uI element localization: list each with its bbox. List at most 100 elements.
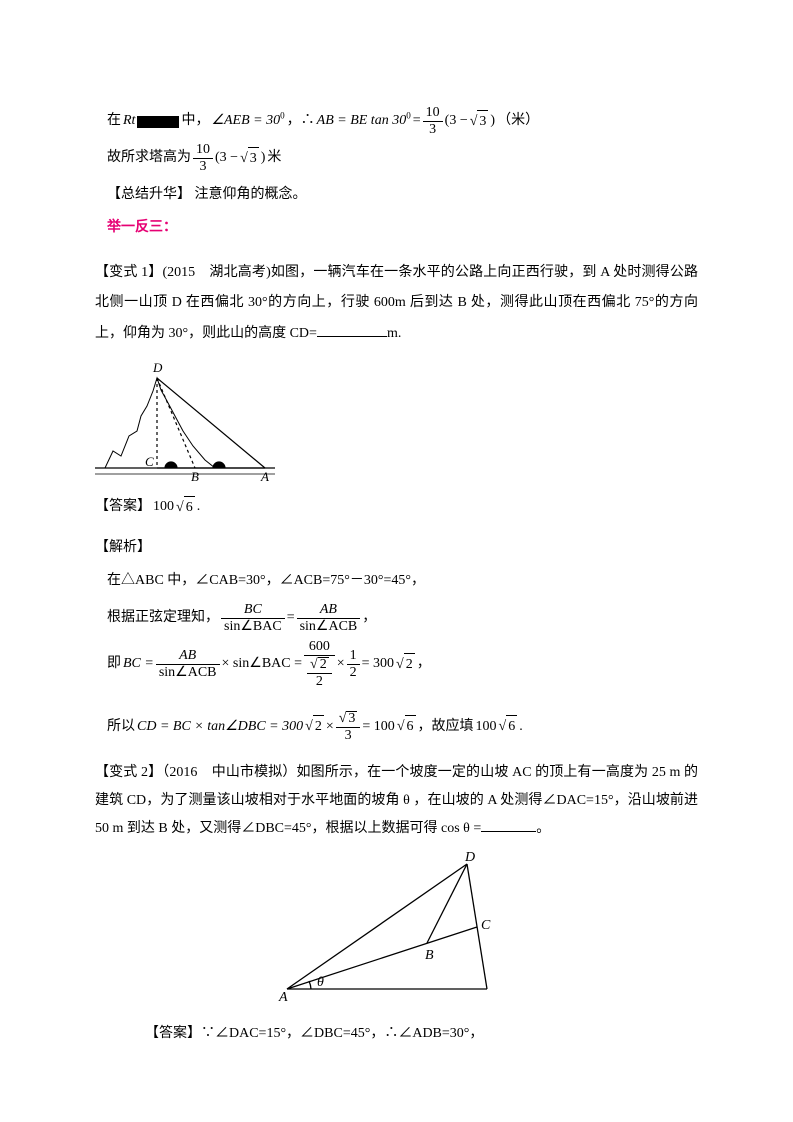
numerator: 1	[347, 649, 360, 665]
analysis-label: 【解析】	[95, 540, 151, 555]
text: × sin∠BAC =	[222, 656, 302, 671]
analysis-label-line: 【解析】	[95, 533, 698, 564]
text: 中，	[181, 110, 209, 132]
nested-den: 2	[307, 674, 332, 689]
text: 即	[107, 653, 121, 675]
label-B: B	[191, 469, 199, 484]
summary-label: 【总结升华】	[107, 187, 191, 202]
variant-1-unit: m.	[387, 326, 401, 341]
variant-1-label: 【变式 1】	[95, 265, 162, 280]
summary-line: 【总结升华】 注意仰角的概念。	[95, 180, 698, 211]
radicand: 3	[477, 110, 488, 133]
radicand: 2	[404, 653, 415, 676]
spacer	[95, 749, 698, 757]
equation-line-1: 在 Rt 中， ∠AEB = 300 ，∴ AB = BE tan 300 = …	[95, 106, 698, 137]
eq: CD = BC × tan∠DBC = 300	[137, 716, 303, 738]
variant-2-block: 【变式 2】（2016 中山市模拟）如图所示，在一个坡度一定的山坡 AC 的顶上…	[95, 759, 698, 843]
denominator: sin∠ACB	[297, 619, 361, 634]
variant-1-source: (2015 湖北高考)	[162, 265, 270, 280]
label-A: A	[260, 469, 269, 484]
analysis-step-4: 所以 CD = BC × tan∠DBC = 300 √2 × √3 3 = 1…	[95, 711, 698, 743]
fill-blank	[317, 322, 387, 337]
numerator: 10	[193, 143, 213, 159]
paren-r: )	[261, 147, 266, 169]
label-C: C	[145, 454, 154, 469]
numerator: BC	[221, 603, 285, 619]
eq: = 300	[362, 653, 394, 675]
variant-2-source: （2016 中山市模拟）	[162, 765, 296, 780]
lhs: BC =	[123, 653, 154, 675]
spacer	[95, 695, 698, 705]
mountain-figure: D C B A	[95, 356, 698, 486]
denominator: √2 2	[304, 656, 335, 689]
text: 根据正弦定理知，	[107, 607, 219, 629]
spacer	[95, 246, 698, 256]
radicand: 6	[184, 496, 195, 519]
answer-1-sqrt: √6	[176, 496, 195, 519]
eq-sign: =	[413, 110, 421, 132]
comma: ，	[362, 607, 376, 629]
extension-label: 举一反三：	[107, 220, 177, 235]
final-coef: 100	[476, 716, 497, 738]
redacted-box	[137, 116, 179, 128]
sqrt: √3	[470, 110, 489, 133]
radicand: 3	[248, 147, 259, 170]
sqrt: √2	[310, 657, 329, 672]
fill-blank	[481, 817, 536, 832]
numerator: 600	[304, 640, 335, 656]
text: ，故应填	[418, 716, 474, 738]
numerator: √3	[336, 711, 361, 728]
paren-r: )	[490, 110, 495, 132]
text: 在	[107, 110, 121, 132]
equation-line-2: 故所求塔高为 10 3 (3 − √3 ) 米	[95, 143, 698, 174]
radicand: 2	[313, 715, 324, 738]
text: ，∴	[287, 110, 315, 132]
times: ×	[326, 716, 334, 738]
label-A: A	[278, 990, 288, 1005]
analysis-step-2: 根据正弦定理知， BC sin∠BAC = AB sin∠ACB ，	[95, 603, 698, 634]
fraction: 10 3	[193, 143, 213, 174]
numerator: AB	[156, 649, 220, 665]
denominator: 2	[347, 665, 360, 680]
angle-eq: ∠AEB = 30	[211, 113, 280, 128]
text: 所以	[107, 716, 135, 738]
nested-fraction: √2 2	[307, 657, 332, 689]
page-container: 在 Rt 中， ∠AEB = 300 ，∴ AB = BE tan 300 = …	[0, 0, 793, 1092]
radicand: 6	[405, 715, 416, 738]
analysis-step-3: 即 BC = AB sin∠ACB × sin∠BAC = 600 √2 2 ×…	[95, 640, 698, 689]
label-D: D	[152, 360, 163, 375]
triangle-figure: A B C D θ	[95, 849, 698, 1009]
triangle-svg: A B C D θ	[267, 849, 527, 1009]
answer-label: 【答案】	[145, 1026, 201, 1041]
denominator: 3	[193, 159, 213, 174]
fraction: 10 3	[423, 106, 443, 137]
numerator: AB	[297, 603, 361, 619]
math: AB = BE tan 300	[317, 110, 411, 132]
variant-2-label: 【变式 2】	[95, 765, 162, 780]
radicand: 6	[506, 715, 517, 738]
radicand: 2	[318, 657, 329, 672]
sqrt: √2	[305, 715, 324, 738]
eq: = 100	[362, 716, 394, 738]
analysis-step-1: 在△ABC 中，∠CAB=30°，∠ACB=75°－30°=45°，	[95, 566, 698, 597]
summary-text: 注意仰角的概念。	[191, 187, 307, 202]
denominator: sin∠BAC	[221, 619, 285, 634]
sqrt: √3	[240, 147, 259, 170]
answer-2-text: ∵∠DAC=15°，∠DBC=45°，∴∠ADB=30°，	[201, 1026, 483, 1041]
variant-2-suffix: 。	[536, 821, 550, 836]
unit: （米）	[497, 110, 539, 132]
paren-l: (3 −	[215, 147, 238, 169]
label-C: C	[481, 918, 491, 933]
fraction: 600 √2 2	[304, 640, 335, 689]
text: 故所求塔高为	[107, 147, 191, 169]
answer-label: 【答案】	[95, 496, 151, 518]
extension-heading: 举一反三：	[95, 213, 698, 244]
spacer	[95, 525, 698, 531]
degree: 0	[406, 111, 411, 121]
answer-1-line: 【答案】 100 √6 .	[95, 496, 698, 519]
mid: × sin∠BAC =	[222, 653, 302, 675]
sqrt: √3	[339, 711, 358, 726]
fraction: AB sin∠ACB	[156, 649, 220, 680]
dot: .	[519, 716, 523, 738]
denominator: sin∠ACB	[156, 665, 220, 680]
